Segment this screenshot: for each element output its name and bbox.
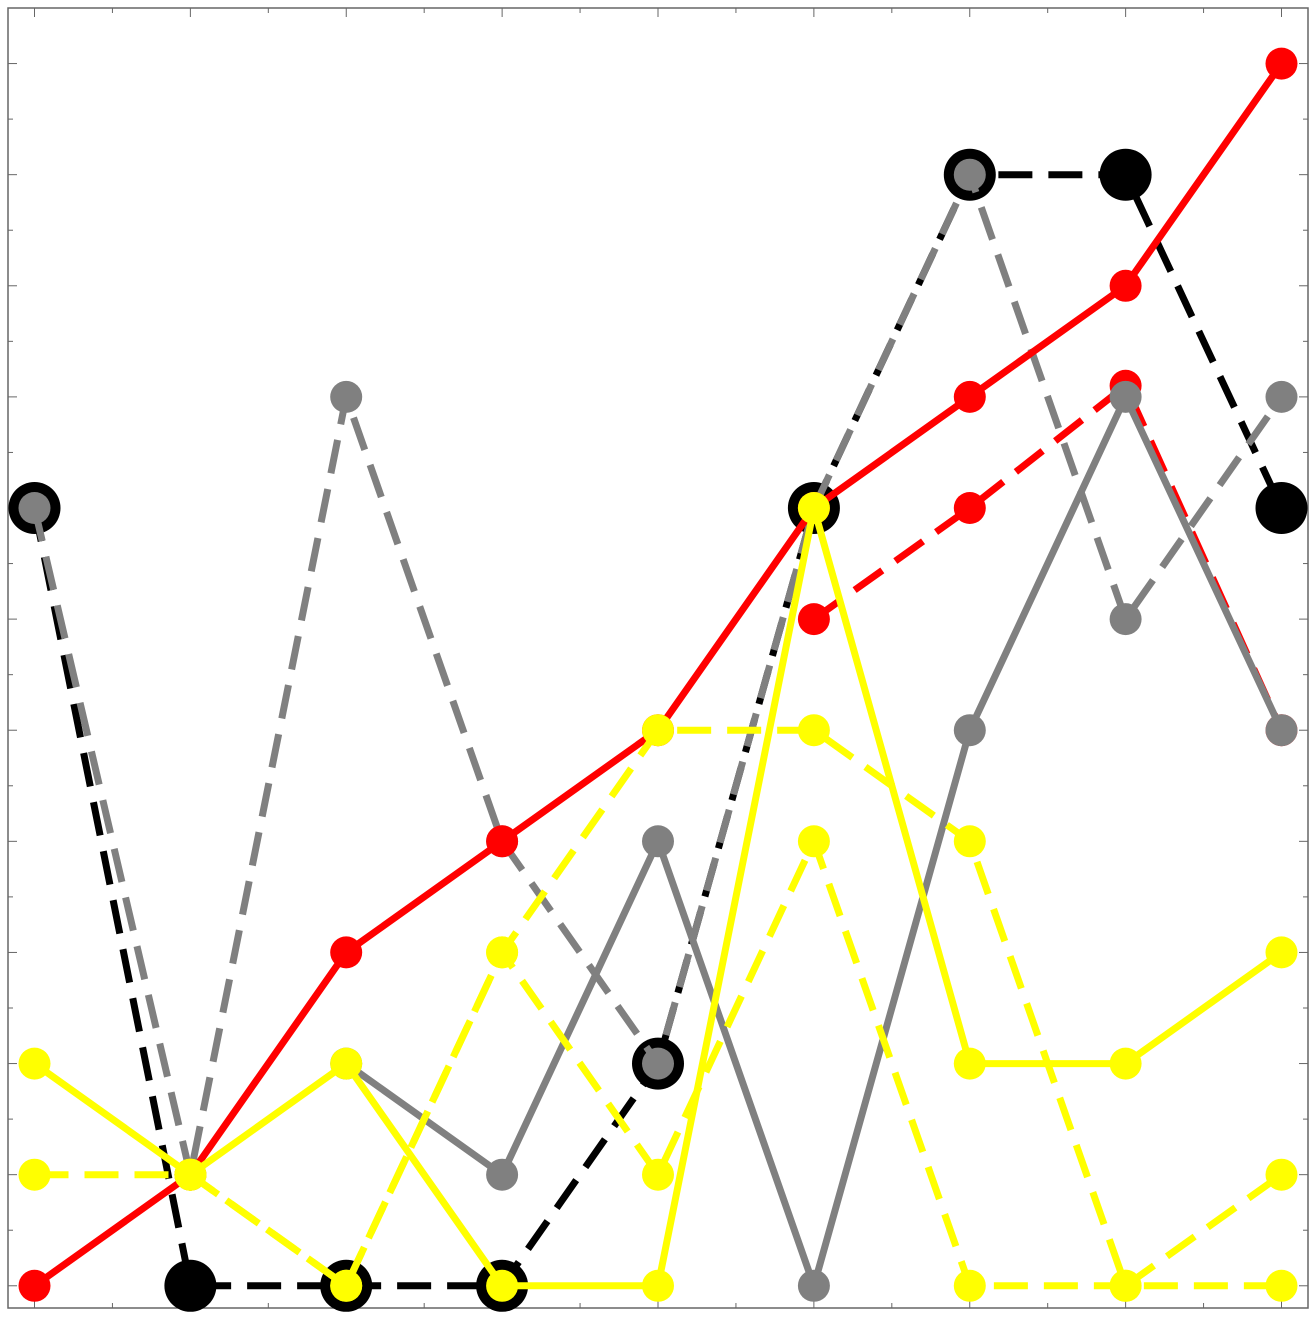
- data-point: [953, 714, 986, 747]
- data-point: [1265, 1158, 1298, 1191]
- data-point: [642, 714, 674, 747]
- data-point: [953, 1269, 986, 1302]
- data-point: [486, 1269, 519, 1302]
- data-point: [18, 492, 51, 524]
- data-point: [18, 1047, 51, 1080]
- data-point: [1109, 269, 1142, 302]
- plot-frame: [7, 7, 1309, 1309]
- data-point: [953, 825, 986, 858]
- series-layer: [8, 47, 1308, 1312]
- data-point: [486, 936, 519, 969]
- data-point: [330, 380, 363, 413]
- data-point: [1109, 603, 1142, 636]
- data-point: [953, 380, 986, 413]
- data-point: [953, 492, 986, 524]
- data-point: [642, 825, 674, 858]
- data-point: [18, 1269, 51, 1302]
- data-point: [486, 825, 519, 858]
- series-7: [174, 714, 1298, 1302]
- data-point: [797, 603, 830, 636]
- data-point: [164, 1259, 217, 1312]
- data-point: [953, 158, 986, 191]
- data-point: [1265, 47, 1298, 80]
- data-point: [330, 936, 363, 969]
- data-point: [1265, 936, 1298, 969]
- data-point: [642, 1269, 674, 1302]
- series-line: [188, 726, 1284, 1290]
- data-point: [1265, 380, 1298, 413]
- data-point: [1109, 380, 1142, 413]
- data-point: [330, 1047, 363, 1080]
- data-point: [797, 714, 830, 747]
- data-point: [1265, 714, 1298, 747]
- data-point: [797, 492, 830, 524]
- data-point: [330, 1269, 363, 1302]
- data-point: [486, 1158, 519, 1191]
- data-point: [1109, 1269, 1142, 1302]
- data-point: [174, 1158, 207, 1191]
- data-point: [642, 1047, 674, 1080]
- series-8: [18, 492, 1298, 1302]
- data-point: [1099, 148, 1152, 201]
- data-point: [1265, 1269, 1298, 1302]
- data-point: [797, 1269, 830, 1302]
- data-point: [18, 1158, 51, 1191]
- data-point: [1255, 482, 1308, 534]
- data-point: [953, 1047, 986, 1080]
- data-point: [797, 825, 830, 858]
- data-point: [1109, 1047, 1142, 1080]
- data-point: [642, 1158, 674, 1191]
